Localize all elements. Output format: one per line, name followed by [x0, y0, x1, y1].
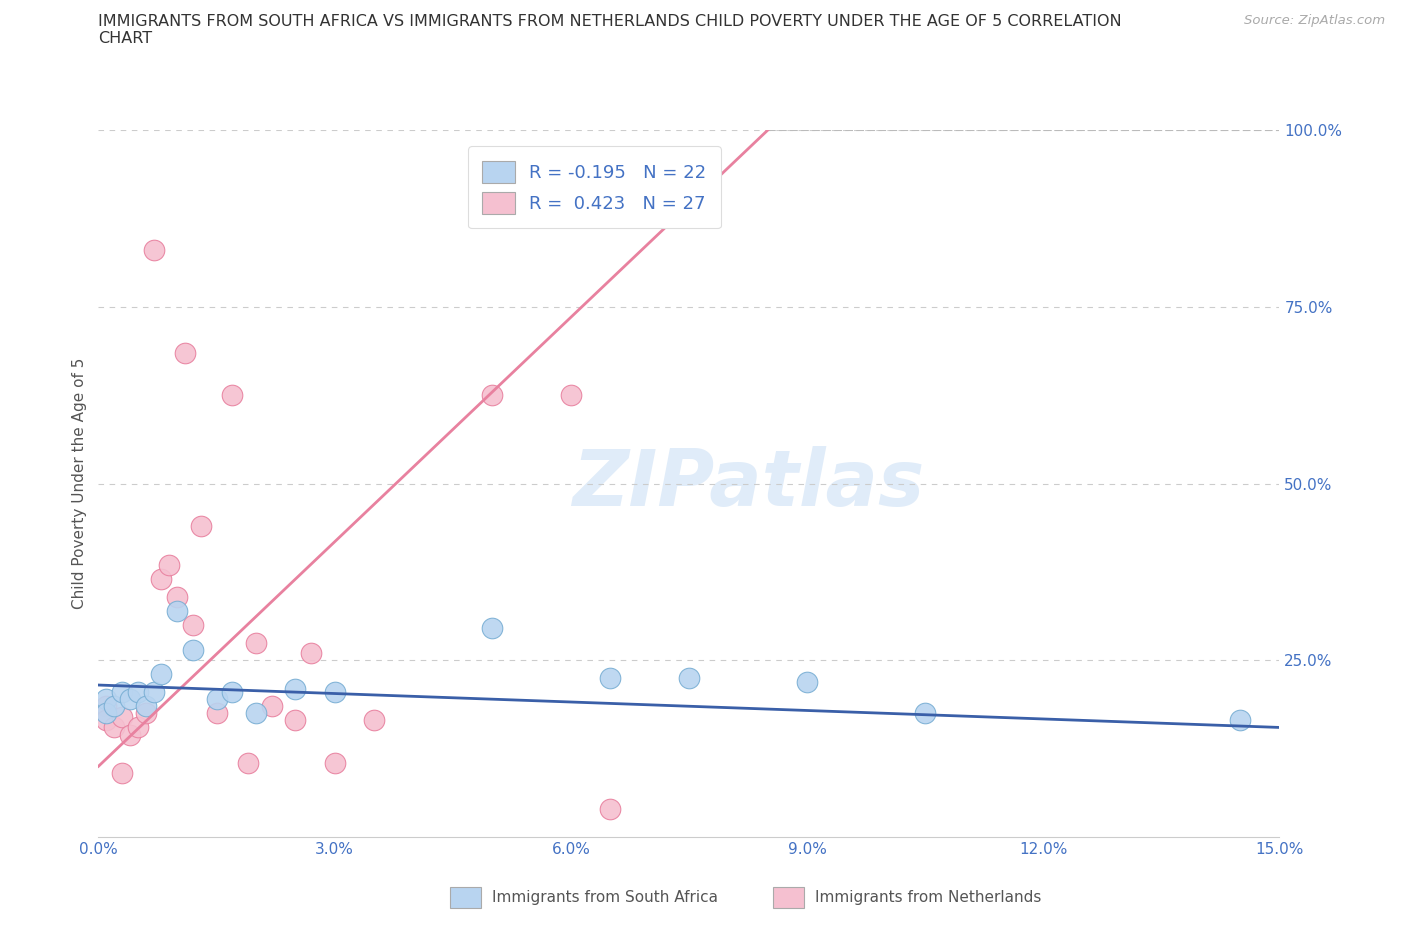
Point — [150, 667, 173, 682]
Point — [205, 706, 228, 721]
Point — [103, 698, 125, 713]
Point — [323, 755, 346, 770]
Point — [181, 643, 204, 658]
Point — [190, 519, 212, 534]
Point — [914, 706, 936, 721]
Point — [363, 713, 385, 728]
Point — [118, 727, 141, 742]
Point — [181, 618, 204, 632]
Point — [166, 590, 188, 604]
Point — [245, 706, 267, 721]
Point — [323, 684, 346, 699]
Point — [245, 635, 267, 650]
Point — [481, 621, 503, 636]
Point — [599, 802, 621, 817]
Point — [157, 557, 180, 572]
Point — [118, 692, 141, 707]
Point — [111, 684, 134, 699]
Text: CHART: CHART — [98, 31, 152, 46]
Point — [221, 388, 243, 403]
Point — [236, 755, 259, 770]
Point — [142, 684, 165, 699]
Point — [111, 766, 134, 781]
Point — [103, 720, 125, 735]
Point — [205, 692, 228, 707]
Text: ZIPatlas: ZIPatlas — [572, 445, 924, 522]
Point — [796, 674, 818, 689]
Point — [284, 681, 307, 696]
Point — [284, 713, 307, 728]
Point — [127, 720, 149, 735]
Text: Immigrants from Netherlands: Immigrants from Netherlands — [815, 890, 1042, 905]
Point — [260, 698, 283, 713]
Point — [96, 698, 118, 713]
Point — [96, 713, 118, 728]
Point — [96, 706, 118, 721]
Point — [96, 692, 118, 707]
Point — [142, 243, 165, 258]
Point — [150, 572, 173, 587]
Point — [135, 698, 157, 713]
Text: IMMIGRANTS FROM SOUTH AFRICA VS IMMIGRANTS FROM NETHERLANDS CHILD POVERTY UNDER : IMMIGRANTS FROM SOUTH AFRICA VS IMMIGRAN… — [98, 14, 1122, 29]
Text: Source: ZipAtlas.com: Source: ZipAtlas.com — [1244, 14, 1385, 27]
Point — [166, 604, 188, 618]
Legend: R = -0.195   N = 22, R =  0.423   N = 27: R = -0.195 N = 22, R = 0.423 N = 27 — [468, 146, 721, 228]
Point — [135, 706, 157, 721]
Point — [127, 684, 149, 699]
Y-axis label: Child Poverty Under the Age of 5: Child Poverty Under the Age of 5 — [72, 358, 87, 609]
Point — [299, 645, 322, 660]
Point — [221, 684, 243, 699]
Point — [174, 345, 197, 360]
Text: Immigrants from South Africa: Immigrants from South Africa — [492, 890, 718, 905]
Point — [111, 710, 134, 724]
Point — [678, 671, 700, 685]
Point — [481, 388, 503, 403]
Point — [599, 671, 621, 685]
Point — [1229, 713, 1251, 728]
Point — [560, 388, 582, 403]
